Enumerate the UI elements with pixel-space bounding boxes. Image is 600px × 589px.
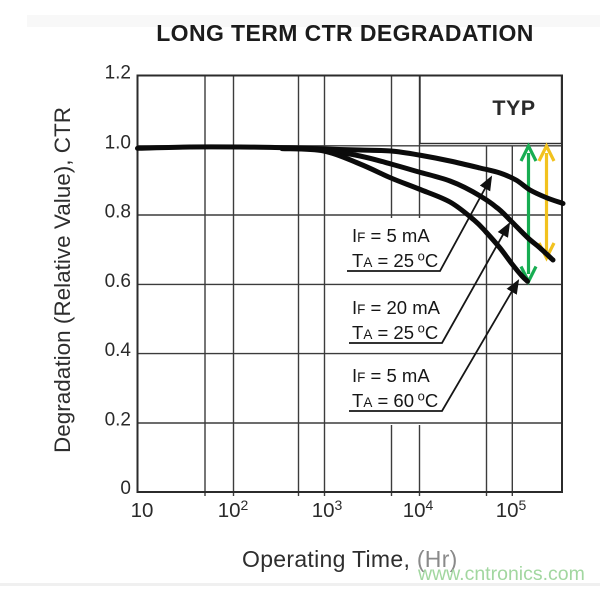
- svg-text:1.2: 1.2: [105, 63, 131, 84]
- svg-text:IF = 20 mA: IF = 20 mA: [352, 297, 441, 318]
- svg-text:Operating Time, (Hr): Operating Time, (Hr): [242, 546, 458, 572]
- svg-text:10: 10: [131, 499, 154, 522]
- svg-text:LONG TERM CTR DEGRADATION: LONG TERM CTR DEGRADATION: [156, 20, 534, 46]
- svg-text:Degradation (Relative Value),: Degradation (Relative Value), CTR: [50, 107, 75, 453]
- svg-text:0.4: 0.4: [105, 340, 132, 361]
- svg-text:0.6: 0.6: [105, 271, 131, 292]
- svg-text:1.0: 1.0: [105, 132, 131, 153]
- svg-text:IF = 5 mA: IF = 5 mA: [352, 365, 430, 386]
- svg-text:IF = 5 mA: IF = 5 mA: [352, 225, 430, 246]
- svg-text:0.8: 0.8: [105, 202, 131, 223]
- svg-text:www.cntronics.com: www.cntronics.com: [417, 563, 585, 585]
- svg-text:TYP: TYP: [492, 96, 535, 120]
- svg-text:0: 0: [120, 478, 131, 499]
- svg-text:0.2: 0.2: [105, 410, 131, 431]
- svg-text:TA = 25 oC: TA = 25 oC: [352, 249, 438, 272]
- svg-text:105: 105: [496, 497, 527, 522]
